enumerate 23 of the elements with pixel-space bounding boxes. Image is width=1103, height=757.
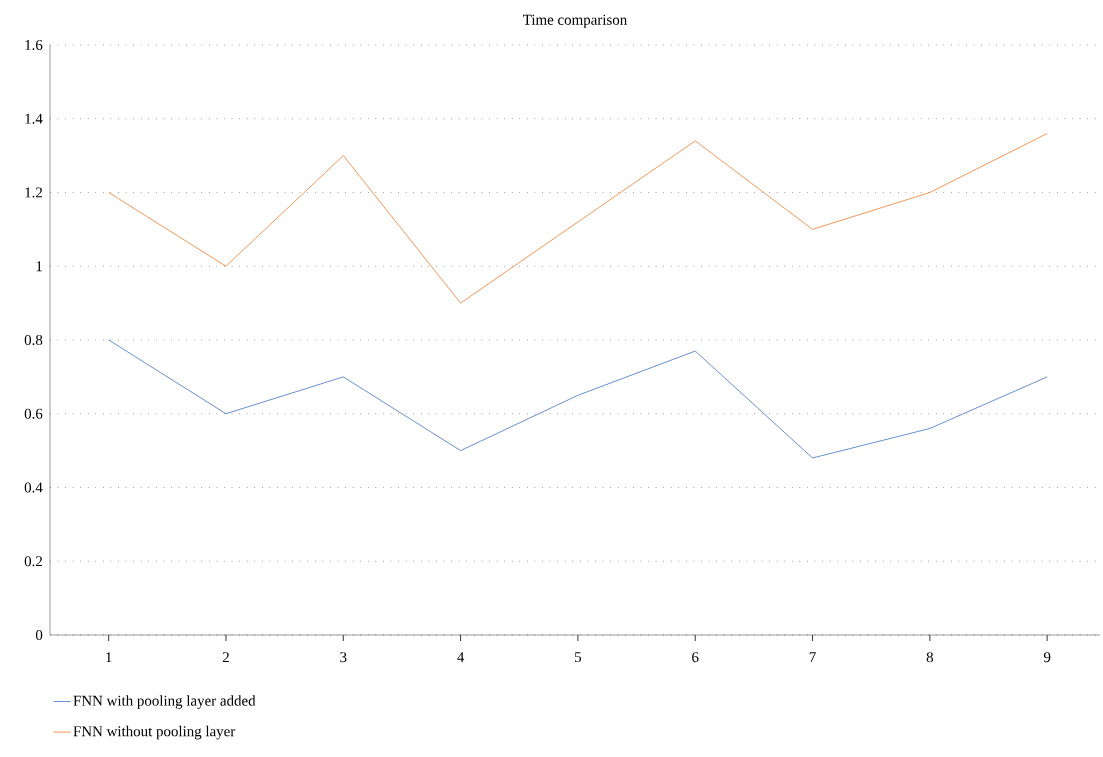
y-tick-label: 0.6 xyxy=(24,408,43,419)
line-series xyxy=(108,339,1048,459)
y-tick-label: 1.2 xyxy=(25,187,42,198)
legend-label: FNN without pooling layer xyxy=(73,725,236,740)
x-tick-label: 6 xyxy=(692,652,699,663)
y-tick-label: 1.4 xyxy=(25,113,43,124)
legend-label: FNN with pooling layer added xyxy=(73,695,256,709)
x-tick-label: 4 xyxy=(457,652,465,662)
y-tick-label: 0 xyxy=(35,629,43,641)
y-tick-label: 1.6 xyxy=(25,39,43,51)
y-tick-label: 0.8 xyxy=(24,334,43,346)
x-tick-label: 5 xyxy=(575,652,582,663)
y-tick-label: 1 xyxy=(36,261,42,272)
y-tick-label: 0.2 xyxy=(24,556,42,567)
y-tick-label: 0.4 xyxy=(24,482,43,493)
line-series xyxy=(108,133,1048,304)
x-tick-label: 8 xyxy=(926,652,934,663)
x-tick-label: 1 xyxy=(106,652,112,663)
x-tick-label: 7 xyxy=(809,652,816,662)
chart-title: Time comparison xyxy=(523,14,627,28)
x-tick-label: 3 xyxy=(340,652,347,663)
x-tick-label: 9 xyxy=(1043,652,1051,663)
x-tick-label: 2 xyxy=(222,652,229,663)
